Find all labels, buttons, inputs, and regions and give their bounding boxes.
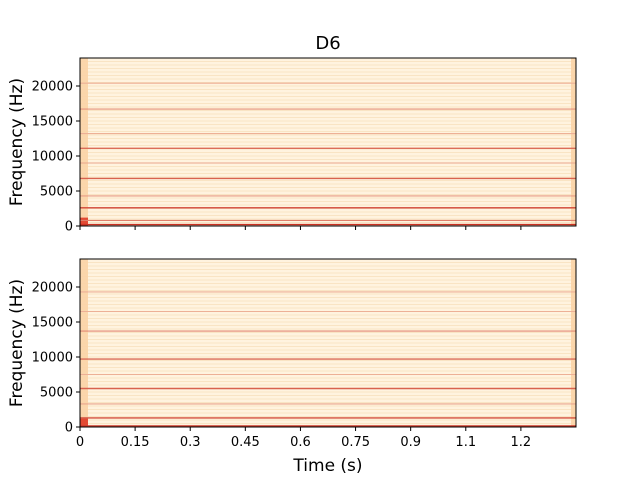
onset-low-frequency-energy (80, 217, 88, 226)
x-axis-label: Time (s) (292, 456, 362, 476)
top-y-axis-label: Frequency (Hz) (7, 78, 27, 206)
y-tick-label: 15000 (32, 115, 73, 130)
top-y-axis-ticks: 0 5000 10000 15000 20000 (32, 80, 80, 235)
onset-low-frequency-energy (80, 418, 88, 427)
bottom-spectrogram-panel: 0 5000 10000 15000 20000 0 0.15 0.3 0.45 0.6 0.75… (7, 258, 577, 450)
y-tick-label: 0 (65, 220, 73, 235)
x-tick-label: 0.75 (341, 435, 370, 450)
offset-energy-column (571, 259, 576, 427)
top-x-axis-ticks (79, 226, 522, 230)
top-spectrogram-panel: 0 5000 10000 15000 20000 Frequency (Hz) (7, 57, 577, 235)
x-tick-label: 1.2 (511, 435, 532, 450)
onset-energy-column (80, 259, 88, 427)
bottom-spectrogram-bands (80, 259, 576, 427)
x-tick-label: 1.1 (455, 435, 476, 450)
y-tick-label: 15000 (32, 316, 73, 331)
x-tick-label: 0.3 (180, 435, 201, 450)
y-tick-label: 5000 (40, 386, 73, 401)
x-tick-label: 0 (76, 435, 84, 450)
onset-energy-column (80, 58, 88, 226)
top-spectrogram-frame (79, 57, 577, 227)
x-tick-label: 0.45 (231, 435, 260, 450)
y-tick-label: 10000 (32, 351, 73, 366)
chart-title: D6 (315, 33, 340, 54)
x-tick-label: 0.15 (121, 435, 150, 450)
y-tick-label: 0 (65, 421, 73, 436)
bottom-spectrogram-frame (79, 258, 577, 428)
y-tick-label: 10000 (32, 150, 73, 165)
y-tick-label: 20000 (32, 281, 73, 296)
top-spectrogram-bands (80, 58, 576, 226)
bottom-y-axis-ticks: 0 5000 10000 15000 20000 (32, 281, 80, 436)
x-tick-label: 0.6 (290, 435, 311, 450)
x-tick-label: 0.9 (400, 435, 421, 450)
offset-energy-column (571, 58, 576, 226)
bottom-x-axis-ticks: 0 0.15 0.3 0.45 0.6 0.75 0.9 1.1 1.2 (76, 427, 531, 450)
bottom-y-axis-label: Frequency (Hz) (7, 279, 27, 407)
y-tick-label: 5000 (40, 185, 73, 200)
y-tick-label: 20000 (32, 80, 73, 95)
